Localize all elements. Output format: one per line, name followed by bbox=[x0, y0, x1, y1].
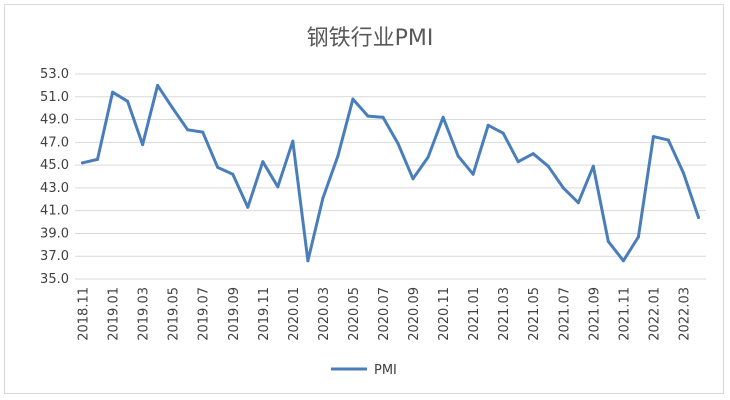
x-tick-label: 2021.09 bbox=[587, 287, 602, 341]
x-tick-label: 2019.03 bbox=[137, 287, 152, 341]
data-point bbox=[276, 185, 280, 189]
data-point bbox=[111, 90, 115, 94]
data-point bbox=[546, 164, 550, 168]
y-tick-label: 45.0 bbox=[40, 158, 69, 173]
x-tick-label: 2021.03 bbox=[497, 287, 512, 341]
data-point bbox=[186, 128, 190, 132]
data-point bbox=[306, 259, 310, 263]
data-point bbox=[291, 139, 295, 143]
x-tick-label: 2022.01 bbox=[647, 287, 662, 341]
x-tick-label: 2020.03 bbox=[317, 287, 332, 341]
y-tick-label: 37.0 bbox=[40, 249, 69, 264]
series-layer bbox=[81, 83, 700, 263]
y-tick-label: 53.0 bbox=[40, 67, 69, 82]
x-tick-label: 2019.11 bbox=[257, 287, 272, 341]
x-tick-label: 2021.01 bbox=[467, 287, 482, 341]
series-line-pmi bbox=[81, 83, 700, 263]
data-point bbox=[501, 131, 505, 135]
x-tick-label: 2021.07 bbox=[557, 287, 572, 341]
y-tick-label: 49.0 bbox=[40, 113, 69, 128]
data-point bbox=[126, 99, 130, 103]
y-tick-label: 43.0 bbox=[40, 181, 69, 196]
y-tick-label: 35.0 bbox=[40, 272, 69, 287]
x-tick-label: 2019.09 bbox=[227, 287, 242, 341]
data-point bbox=[486, 123, 490, 127]
x-tick-label: 2020.01 bbox=[287, 287, 302, 341]
x-tick-label: 2020.11 bbox=[437, 287, 452, 341]
data-point bbox=[216, 165, 220, 169]
data-point bbox=[231, 172, 235, 176]
pmi-line-chart: 钢铁行业PMI 35.0 37.0 39.0 41.0 43.0 45.0 47.0 49.0… bbox=[40, 26, 706, 378]
data-point bbox=[156, 83, 160, 87]
data-point bbox=[201, 130, 205, 134]
data-point bbox=[336, 154, 340, 158]
data-point bbox=[411, 177, 415, 181]
data-point bbox=[561, 186, 565, 190]
data-point bbox=[606, 239, 610, 243]
chart-title: 钢铁行业PMI bbox=[307, 26, 434, 51]
x-tick-label: 2020.07 bbox=[377, 287, 392, 341]
data-point bbox=[471, 172, 475, 176]
y-tick-label: 47.0 bbox=[40, 135, 69, 150]
data-point bbox=[441, 115, 445, 119]
data-point bbox=[666, 138, 670, 142]
data-point bbox=[426, 155, 430, 159]
x-tick-label: 2018.11 bbox=[77, 287, 92, 341]
data-point bbox=[141, 143, 145, 147]
x-tick-label: 2022.03 bbox=[677, 287, 692, 341]
data-point bbox=[81, 161, 85, 165]
x-tick-label: 2020.05 bbox=[347, 287, 362, 341]
x-tick-label: 2020.09 bbox=[407, 287, 422, 341]
data-point bbox=[351, 97, 355, 101]
x-tick-label: 2021.11 bbox=[617, 287, 632, 341]
gridlines bbox=[75, 73, 706, 280]
data-point bbox=[246, 205, 250, 209]
chart-frame: 钢铁行业PMI 35.0 37.0 39.0 41.0 43.0 45.0 47.0 49.0… bbox=[4, 4, 724, 394]
data-point bbox=[636, 235, 640, 239]
data-point bbox=[261, 160, 265, 164]
y-axis-tick-labels: 35.0 37.0 39.0 41.0 43.0 45.0 47.0 49.0 51.0 53.0 bbox=[40, 67, 69, 287]
data-point bbox=[381, 115, 385, 119]
data-point bbox=[366, 114, 370, 118]
x-tick-label: 2019.07 bbox=[197, 287, 212, 341]
data-point bbox=[396, 141, 400, 145]
legend-label-pmi: PMI bbox=[374, 363, 397, 378]
data-point bbox=[576, 201, 580, 205]
data-point bbox=[171, 106, 175, 110]
y-tick-label: 39.0 bbox=[40, 226, 69, 241]
data-point bbox=[696, 216, 700, 219]
legend: PMI bbox=[331, 363, 397, 378]
data-point bbox=[681, 171, 685, 175]
data-point bbox=[96, 157, 100, 161]
data-point bbox=[591, 164, 595, 168]
data-point bbox=[531, 152, 535, 156]
data-point bbox=[456, 154, 460, 158]
data-point bbox=[651, 135, 655, 139]
data-point bbox=[321, 196, 325, 200]
x-tick-label: 2019.01 bbox=[107, 287, 122, 341]
x-axis-tick-labels: 2018.11 2019.01 2019.03 2019.05 2019.07 2019.… bbox=[77, 287, 693, 341]
y-tick-label: 51.0 bbox=[40, 90, 69, 105]
x-tick-label: 2021.05 bbox=[527, 287, 542, 341]
y-tick-label: 41.0 bbox=[40, 204, 69, 219]
data-point bbox=[516, 160, 520, 164]
data-point bbox=[621, 259, 625, 263]
x-tick-label: 2019.05 bbox=[167, 287, 182, 341]
